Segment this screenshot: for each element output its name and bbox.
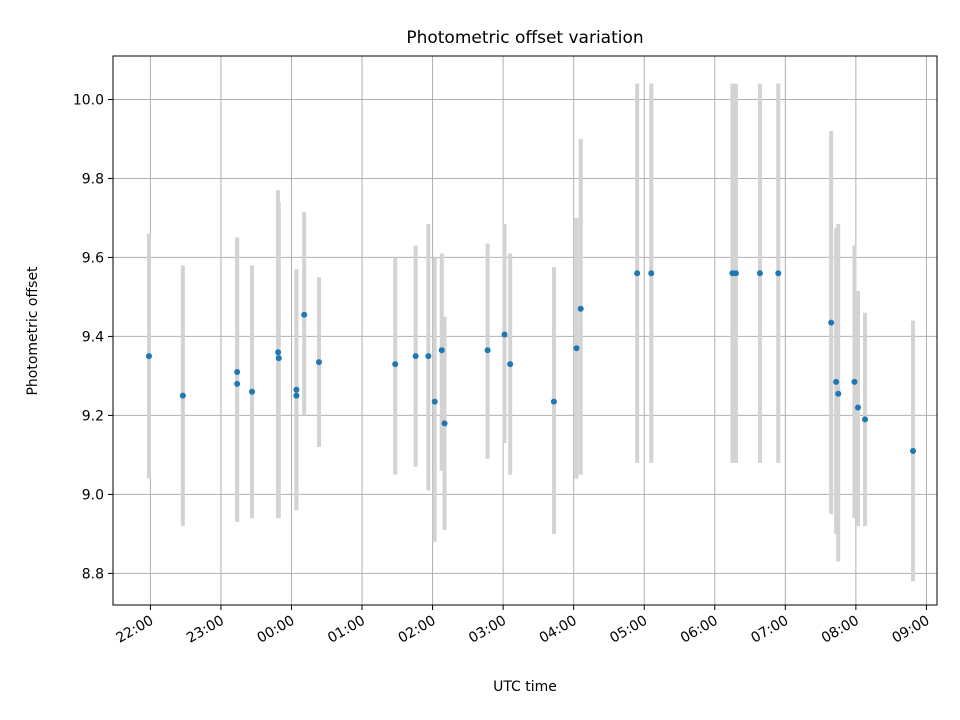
data-point [234,380,241,387]
data-point [316,359,322,366]
data-point [301,311,308,318]
data-point [835,390,842,397]
data-point [484,347,491,354]
data-point [851,378,858,385]
data-point [425,353,432,360]
y-tick-label: 9.4 [82,329,104,345]
data-point [854,404,861,411]
data-point [275,355,282,362]
data-point [501,331,508,338]
y-tick-label: 9.8 [82,171,104,187]
data-point [756,270,763,277]
data-point [234,368,241,375]
y-tick-label: 8.8 [82,566,104,582]
data-point [412,353,419,360]
y-axis-label: Photometric offset [25,266,41,396]
data-point [293,392,300,399]
data-point [828,319,835,326]
data-point [550,398,557,405]
data-point [775,270,782,277]
data-point [573,345,580,352]
data-point [862,416,869,423]
data-point [293,386,300,393]
data-point [179,392,186,399]
y-tick-label: 10.0 [73,92,104,108]
data-point [275,349,282,356]
data-point [145,353,152,360]
data-point [507,361,514,368]
data-point [441,420,448,427]
axes-frame [112,55,938,606]
data-point [438,347,445,354]
grid-lines [113,56,937,605]
data-point [910,447,917,454]
y-axis-ticks: 8.8 9.0 9.2 9.4 9.6 9.8 10.0 [73,92,113,582]
data-point [431,398,438,405]
chart-title: Photometric offset variation [406,28,643,48]
data-point [648,270,655,277]
y-tick-label: 9.2 [82,408,104,424]
data-point [577,305,584,312]
data-point [392,361,399,368]
data-points [145,270,917,454]
data-point [732,270,739,277]
data-point [248,388,255,395]
y-tick-label: 9.0 [82,487,104,503]
x-axis-label: UTC time [493,679,557,695]
data-point [833,378,840,385]
y-tick-label: 9.6 [82,250,104,266]
data-point [634,270,641,277]
